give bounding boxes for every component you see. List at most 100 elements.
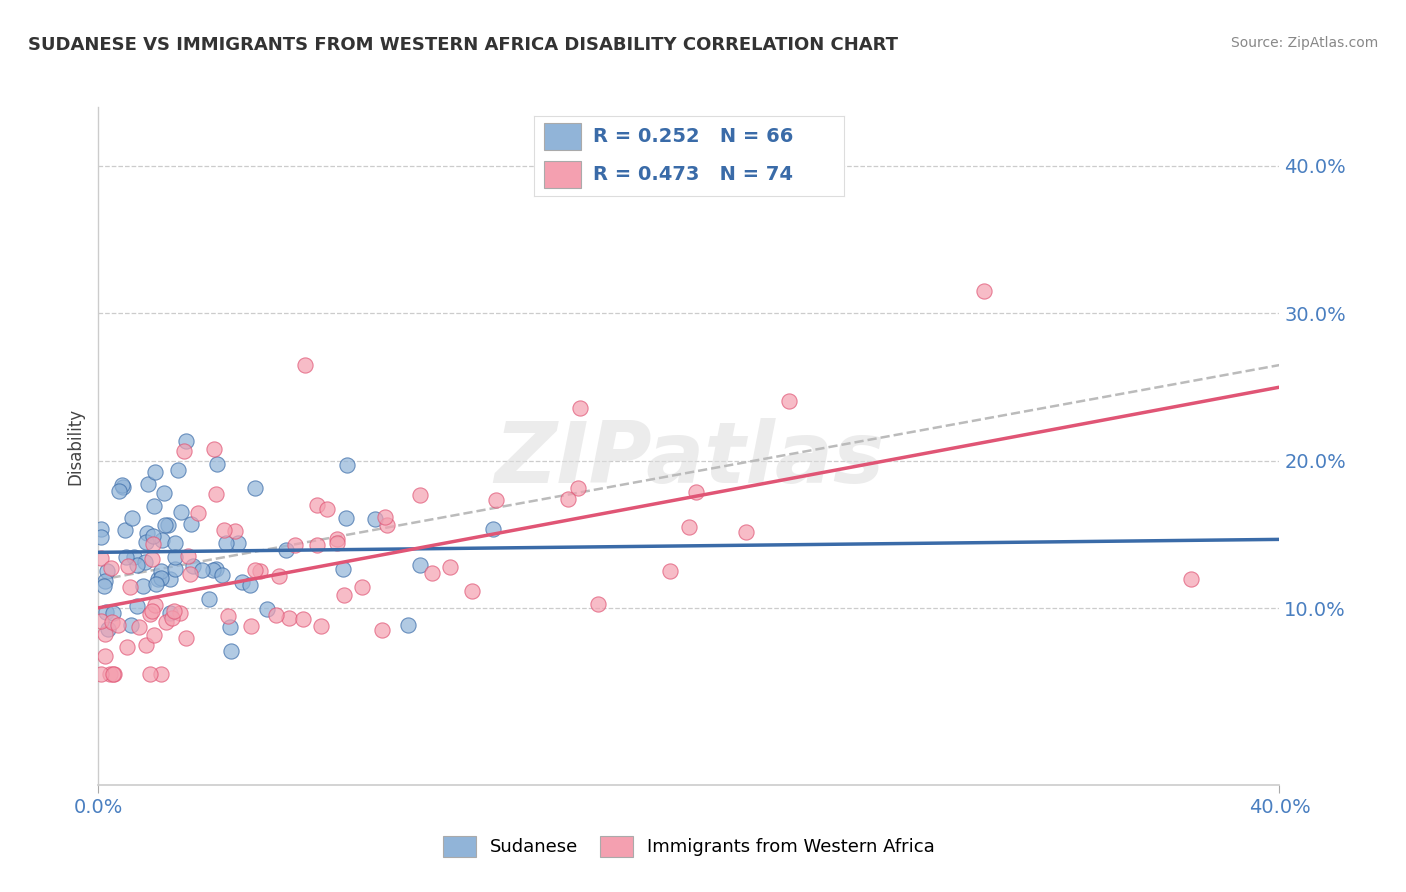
Point — [98, 667, 121, 681]
Point — [396, 617, 419, 632]
Point — [307, 538, 329, 552]
Point — [735, 525, 758, 540]
Point — [685, 484, 707, 499]
Point — [127, 558, 149, 573]
Point — [409, 558, 432, 572]
Point — [350, 580, 373, 594]
Text: R = 0.473   N = 74: R = 0.473 N = 74 — [593, 165, 793, 184]
Point — [117, 559, 139, 574]
Point — [239, 578, 262, 592]
Point — [174, 631, 197, 645]
Point — [149, 564, 172, 578]
Point — [94, 605, 117, 619]
Point — [211, 568, 233, 582]
Point — [567, 481, 589, 495]
Y-axis label: Disability: Disability — [66, 408, 84, 484]
Point — [177, 549, 200, 564]
Text: ZIPatlas: ZIPatlas — [494, 418, 884, 501]
Point — [267, 568, 290, 582]
Point — [336, 458, 359, 473]
Point — [326, 536, 349, 550]
Point — [114, 523, 136, 537]
Point — [152, 485, 174, 500]
Point — [239, 619, 262, 633]
Point — [374, 510, 396, 524]
Point — [326, 533, 349, 547]
Point — [202, 442, 225, 456]
Point — [90, 522, 112, 536]
Text: Source: ZipAtlas.com: Source: ZipAtlas.com — [1230, 36, 1378, 50]
Point — [93, 649, 115, 664]
Point — [90, 614, 112, 628]
Point — [101, 615, 124, 629]
Point — [112, 479, 135, 493]
Point — [461, 584, 484, 599]
Point — [93, 579, 115, 593]
Point — [485, 493, 508, 508]
Point — [568, 401, 591, 415]
Point — [115, 550, 138, 565]
Point — [128, 620, 150, 634]
Point — [243, 481, 266, 495]
Point — [586, 597, 609, 611]
Point — [201, 563, 224, 577]
Point — [305, 498, 328, 512]
Point — [142, 529, 165, 543]
Point — [135, 535, 157, 549]
Point — [309, 618, 332, 632]
Point — [315, 502, 337, 516]
Point — [146, 572, 169, 586]
Point — [226, 536, 249, 550]
Point — [118, 580, 141, 594]
Point — [149, 571, 172, 585]
Point — [219, 643, 242, 657]
Point — [292, 612, 315, 626]
Point — [231, 574, 253, 589]
Point — [243, 564, 266, 578]
Point — [155, 517, 177, 532]
Point — [557, 492, 579, 507]
Point — [205, 562, 228, 576]
Point — [134, 555, 156, 569]
Point — [143, 599, 166, 613]
Point — [90, 530, 112, 544]
Point — [169, 606, 191, 620]
Point — [90, 667, 112, 681]
Point — [142, 500, 165, 514]
Point — [150, 533, 173, 547]
Point — [215, 536, 238, 550]
Point — [159, 572, 181, 586]
FancyBboxPatch shape — [544, 123, 581, 151]
Point — [97, 623, 120, 637]
Point — [163, 536, 186, 550]
Point — [249, 564, 271, 578]
Point — [142, 537, 165, 551]
Point — [335, 511, 357, 525]
Point — [139, 667, 162, 681]
Point — [217, 609, 239, 624]
Point — [658, 564, 681, 578]
Point — [179, 566, 201, 581]
Point — [155, 615, 177, 629]
Point — [96, 564, 118, 578]
Point — [420, 566, 443, 580]
Point — [198, 592, 221, 607]
Point — [108, 483, 131, 498]
Point — [375, 517, 398, 532]
Point — [103, 606, 125, 620]
Point — [163, 561, 186, 575]
Point — [139, 607, 162, 622]
Point — [143, 628, 166, 642]
Point — [136, 477, 159, 491]
Point — [122, 550, 145, 565]
Text: SUDANESE VS IMMIGRANTS FROM WESTERN AFRICA DISABILITY CORRELATION CHART: SUDANESE VS IMMIGRANTS FROM WESTERN AFRI… — [28, 36, 898, 54]
Point — [90, 550, 112, 565]
Point — [191, 563, 214, 577]
Point — [278, 611, 301, 625]
Point — [167, 463, 190, 477]
Point — [115, 640, 138, 655]
Text: R = 0.252   N = 66: R = 0.252 N = 66 — [593, 128, 793, 146]
Point — [141, 552, 163, 566]
Point — [205, 457, 228, 471]
Point — [409, 488, 432, 502]
